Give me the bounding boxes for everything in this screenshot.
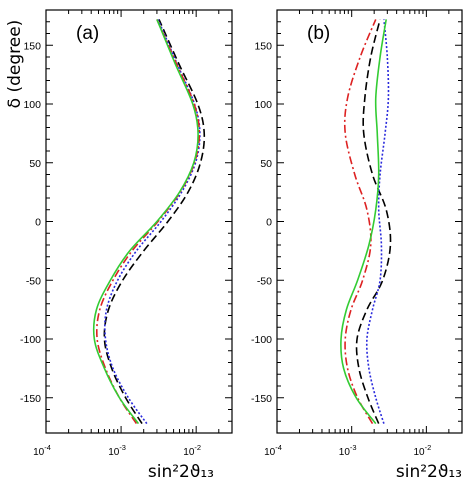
curve-dashed-a [103,19,206,425]
x-axis-label-b: sin²2ϑ₁₃ [396,462,462,482]
y-tick-label: -100 [20,334,41,346]
x-tick-label: 10-4 [33,443,51,458]
plot-frame [45,9,233,434]
x-tick-label-exponent: -4 [44,443,51,452]
x-tick-label-exponent: -4 [275,443,282,452]
x-tick-label: 10-3 [339,443,357,458]
y-axis-label: δ (degree) [5,20,25,109]
x-tick-label-exponent: -2 [194,443,201,452]
y-tick-label: 100 [23,99,41,111]
x-tick-label-exponent: -3 [119,443,126,452]
x-tick-label: 10-4 [264,443,282,458]
curve-dashed-b [355,19,392,424]
curve-solid-a [92,19,199,425]
x-tick-label-exponent: -3 [350,443,357,452]
y-tick-label: 50 [29,158,41,170]
x-tick-label-base: 10 [108,447,120,458]
x-tick-label-base: 10 [33,447,45,458]
x-tick-label: 10-2 [413,443,431,458]
y-tick-label: -50 [257,275,272,287]
x-tick-label-base: 10 [183,447,195,458]
x-tick-label-base: 10 [413,447,425,458]
y-tick-label: 50 [260,158,272,170]
y-tick-label: 100 [254,99,272,111]
y-tick-label: -100 [251,334,272,346]
y-tick-label: 0 [266,217,272,229]
curve-solid-b [340,19,388,425]
x-tick-label-base: 10 [264,447,276,458]
x-axis-label: sin²2ϑ₁₃ [148,462,214,482]
y-tick-label: -50 [26,275,41,287]
curve-dotted-a [104,19,201,425]
curve-dash-dot-b [343,19,377,424]
y-tick-label: 150 [254,40,272,52]
x-tick-label-exponent: -2 [425,443,432,452]
y-tick-label: -150 [20,393,41,405]
curve-dash-dot-a [95,19,201,425]
curve-dotted-b [365,19,390,424]
x-tick-label-base: 10 [339,447,351,458]
y-tick-label: -150 [251,393,272,405]
y-tick-label: 0 [35,217,41,229]
x-tick-label: 10-2 [183,443,201,458]
y-tick-label: 150 [23,40,41,52]
panel-label: (a) [76,23,99,44]
panel-label: (b) [307,23,330,44]
x-tick-label: 10-3 [108,443,126,458]
